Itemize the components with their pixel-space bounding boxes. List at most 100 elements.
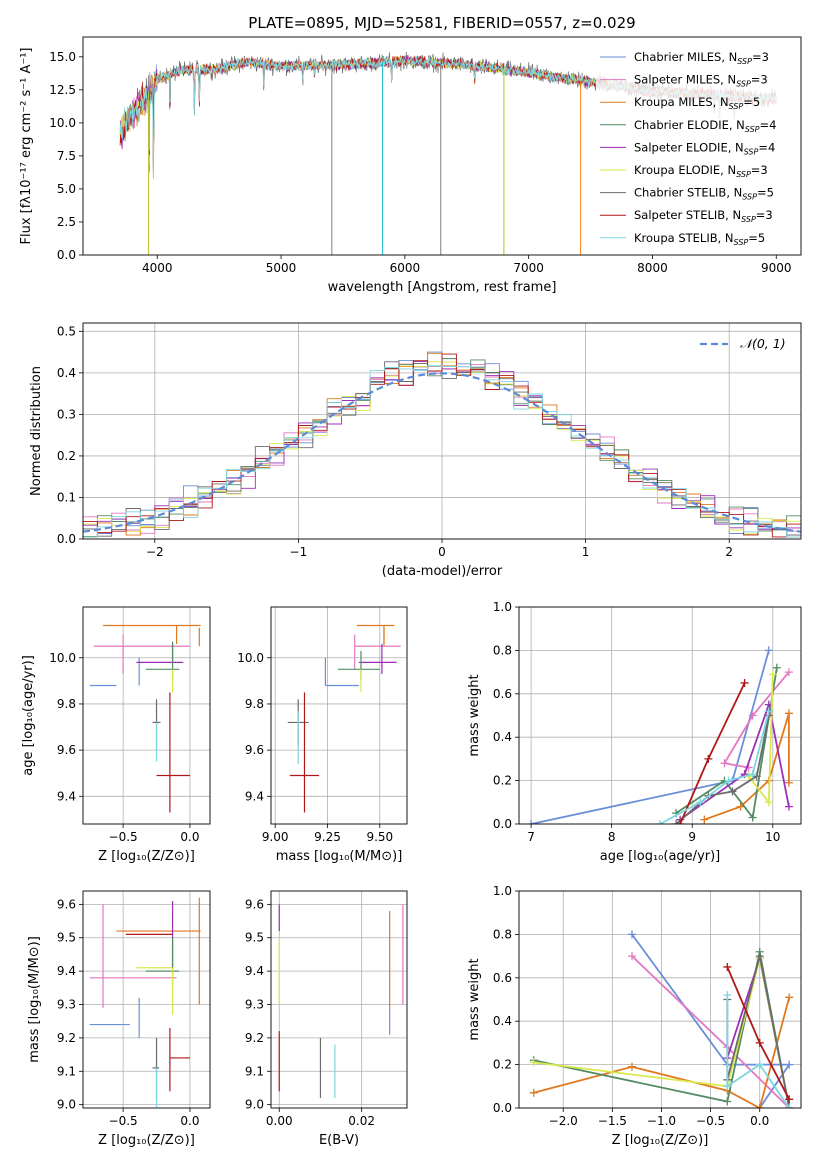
y-tick-label: 10.0	[237, 651, 264, 665]
axes-frame	[82, 36, 802, 256]
x-tick-label: 2	[725, 545, 733, 559]
x-tick-label: 6000	[390, 261, 421, 275]
x-tick-label: 4000	[142, 261, 173, 275]
y-tick-label: 9.0	[245, 1098, 264, 1112]
legend-entry-name: Kroupa MILES, N	[634, 95, 729, 109]
y-tick-label: 0.4	[57, 366, 76, 380]
x-tick-label: 9	[688, 830, 696, 844]
weight-point-marker	[736, 802, 745, 811]
y-tick-label: 10.0	[49, 651, 76, 665]
x-tick-label: 9000	[761, 261, 792, 275]
y-axis-label: Flux [fλ10⁻¹⁷ erg cm⁻² s⁻¹ A⁻¹]	[19, 48, 34, 245]
weight-point-marker	[784, 802, 793, 811]
weight-point-marker	[656, 820, 664, 824]
weight-point-marker	[755, 1104, 764, 1108]
legend-entry-count: =5	[757, 186, 774, 200]
figure-title: PLATE=0895, MJD=52581, FIBERID=0557, z=0…	[248, 14, 635, 32]
weight-point-marker	[785, 993, 794, 1002]
y-tick-label: 9.6	[245, 897, 264, 911]
weight-point-marker	[723, 991, 732, 1000]
y-tick-label: 9.6	[57, 743, 76, 757]
gaussian-curve	[83, 372, 801, 533]
x-tick-label: 9.50	[366, 830, 393, 844]
y-tick-label: 5.0	[57, 182, 76, 196]
legend-entry-name: Chabrier ELODIE, N	[634, 118, 745, 132]
legend-entry: Chabrier ELODIE, NSSP=4	[634, 118, 776, 134]
y-axis-label: mass weight	[467, 958, 482, 1040]
y-tick-label: 9.3	[245, 998, 264, 1012]
weight-point-marker	[748, 770, 757, 779]
weight-point-marker	[784, 778, 793, 787]
legend-entry: Kroupa MILES, NSSP=5	[634, 95, 760, 111]
axes-frame	[82, 322, 802, 540]
weight-point-marker	[723, 1097, 732, 1106]
x-tick-label: 9.25	[314, 830, 341, 844]
y-tick-label: 0.0	[57, 248, 76, 262]
legend-entry-name: Chabrier MILES, N	[634, 50, 737, 64]
legend-entry-count: =3	[751, 163, 768, 177]
x-tick-label: −0.5	[109, 1114, 138, 1128]
axes-frame	[270, 606, 408, 825]
plot-area	[529, 930, 794, 1108]
y-tick-label: 9.4	[245, 964, 264, 978]
legend-entry: Salpeter ELODIE, NSSP=4	[634, 140, 775, 156]
y-tick-label: 9.1	[57, 1064, 76, 1078]
y-tick-label: 0.0	[57, 532, 76, 546]
legend-entry: Chabrier MILES, NSSP=3	[634, 50, 769, 66]
legend-entry-name: Salpeter MILES, N	[634, 73, 736, 87]
x-tick-label: −1.0	[647, 1114, 676, 1128]
x-tick-label: 8	[608, 830, 616, 844]
x-axis-label: Z [log₁₀(Z/Z⊙)]	[612, 1133, 709, 1148]
weight-point-marker	[748, 813, 757, 822]
weight-point-marker	[627, 1062, 636, 1071]
legend-entry-count: =3	[752, 50, 769, 64]
x-tick-label: 9.00	[262, 830, 289, 844]
weight-point-marker	[529, 1058, 538, 1067]
y-tick-label: 9.2	[245, 1031, 264, 1045]
legend-entry-name: Chabrier STELIB, N	[634, 186, 742, 200]
x-tick-label: 0.0	[180, 830, 199, 844]
histogram-series	[83, 365, 801, 538]
legend-entry-count: =5	[748, 231, 765, 245]
x-axis-label: wavelength [Angstrom, rest frame]	[328, 280, 557, 295]
x-tick-label: 7	[527, 830, 535, 844]
chart-content: 4000 5000 6000 7000 8000 90000.02.55.07.510.0…	[19, 36, 802, 1148]
y-tick-label: 9.6	[245, 743, 264, 757]
x-axis-label: E(B-V)	[319, 1133, 359, 1148]
legend-entry: Salpeter STELIB, NSSP=3	[634, 208, 773, 224]
weight-point-marker	[772, 663, 781, 672]
legend-entry-subscript: SSP	[734, 238, 749, 247]
legend-entry: Chabrier STELIB, NSSP=5	[634, 186, 774, 202]
y-tick-label: 0.0	[493, 1101, 512, 1115]
y-tick-label: 0.1	[57, 490, 76, 504]
y-tick-label: 10.0	[49, 116, 76, 130]
weight-point-marker	[785, 1095, 794, 1104]
weight-series-line	[723, 671, 790, 769]
y-axis-label: mass [log₁₀(M/M⊙)]	[27, 936, 42, 1063]
y-tick-label: 0.8	[493, 643, 512, 657]
weight-point-marker	[768, 670, 777, 679]
y-tick-label: 1.0	[493, 884, 512, 898]
y-tick-label: 0.2	[493, 774, 512, 788]
x-tick-label: 0	[438, 545, 446, 559]
axes-frame	[82, 606, 211, 825]
axes-frame	[518, 606, 802, 825]
weight-point-marker	[527, 820, 536, 824]
y-tick-label: 9.5	[57, 931, 76, 945]
axes-frame	[270, 890, 408, 1109]
x-axis-label: mass [log₁₀(M/M⊙)]	[276, 849, 403, 864]
y-tick-label: 9.0	[57, 1098, 76, 1112]
x-tick-label: −1	[290, 545, 308, 559]
x-tick-label: 0.0	[750, 1114, 769, 1128]
legend-entry-subscript: SSP	[736, 170, 751, 179]
y-tick-label: 0.6	[493, 687, 512, 701]
y-axis-label: Normed distribution	[29, 366, 44, 496]
x-tick-label: 7000	[513, 261, 544, 275]
legend-entry: Salpeter MILES, NSSP=3	[634, 73, 768, 89]
plot-area	[83, 351, 801, 538]
y-tick-label: 1.0	[493, 600, 512, 614]
x-axis-label: age [log₁₀(age/yr)]	[600, 849, 721, 864]
x-tick-label: 0.0	[180, 1114, 199, 1128]
weight-point-marker	[700, 815, 709, 824]
plot-area	[278, 904, 404, 1098]
